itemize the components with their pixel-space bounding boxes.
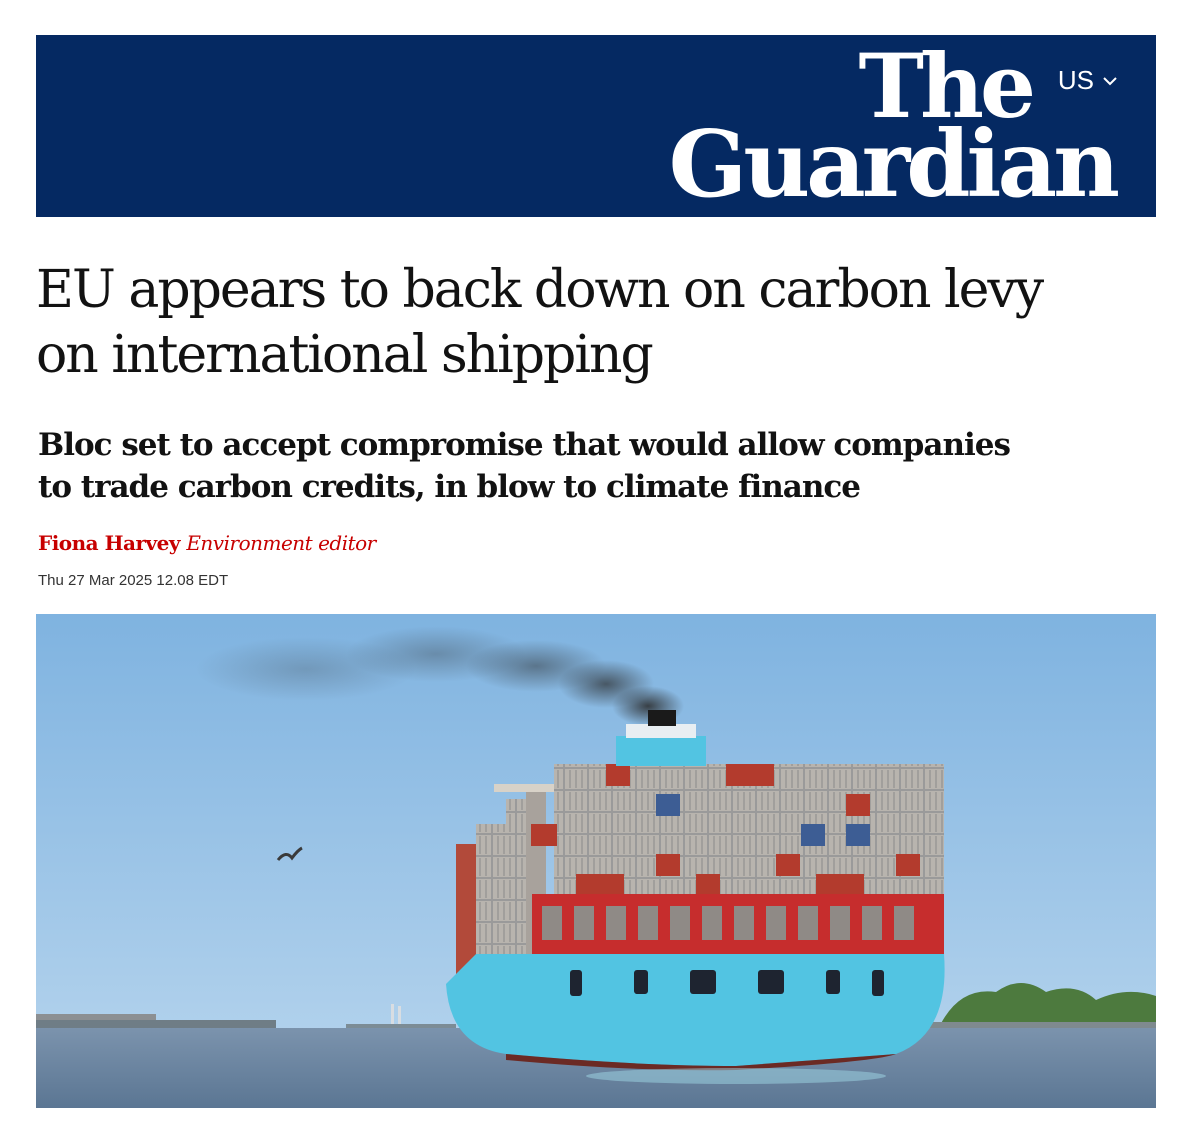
edition-selector[interactable]: US	[1058, 65, 1118, 96]
headline-line-2: on international shipping	[36, 325, 654, 385]
headline: EU appears to back down on carbon levy o…	[36, 258, 1156, 388]
container-ship	[446, 710, 945, 1071]
seagull	[276, 846, 303, 861]
logo-line-1: The	[858, 34, 1036, 138]
author-role: Environment editor	[186, 531, 376, 555]
standfirst-line-1: Bloc set to accept compromise that would…	[38, 427, 1011, 463]
headline-line-1: EU appears to back down on carbon levy	[36, 260, 1044, 320]
guardian-logo[interactable]: The Guardian	[668, 34, 1120, 218]
chevron-down-icon	[1103, 76, 1117, 85]
publication-date: Thu 27 Mar 2025 12.08 EDT	[38, 572, 229, 589]
author-link[interactable]: Fiona Harvey	[38, 531, 180, 555]
article-main-image	[36, 614, 1156, 1108]
edition-label: US	[1057, 65, 1094, 95]
standfirst: Bloc set to accept compromise that would…	[38, 424, 1038, 508]
smoke-plume	[196, 626, 684, 726]
masthead: US The Guardian	[36, 35, 1156, 217]
byline: Fiona Harvey Environment editor	[38, 531, 376, 555]
standfirst-line-2: to trade carbon credits, in blow to clim…	[38, 469, 861, 505]
logo-line-2: Guardian	[668, 109, 1120, 218]
